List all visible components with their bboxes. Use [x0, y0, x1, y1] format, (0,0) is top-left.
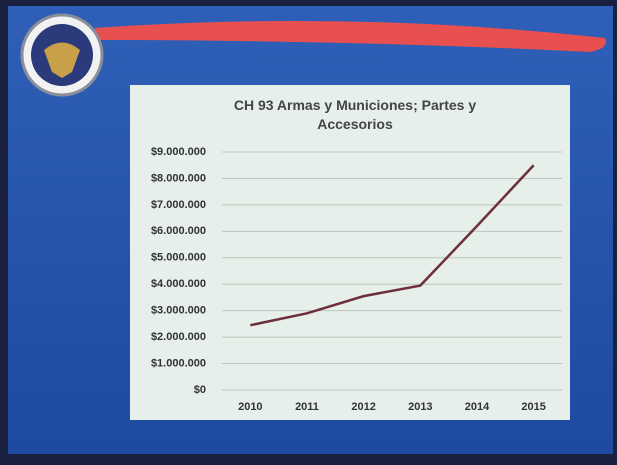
seal-eagle	[44, 42, 80, 78]
y-tick-label: $4.000.000	[151, 278, 206, 290]
x-tick-label: 2015	[521, 401, 545, 413]
data-line	[250, 164, 535, 327]
y-tick-label: $9.000.000	[151, 146, 206, 158]
y-tick-label: $8.000.000	[151, 172, 206, 184]
x-tick-label: 2013	[408, 401, 432, 413]
red-swoosh	[95, 20, 606, 52]
chart-area	[130, 85, 570, 420]
y-tick-label: $0	[194, 384, 206, 396]
y-tick-label: $1.000.000	[151, 357, 206, 369]
x-tick-label: 2010	[238, 401, 262, 413]
chart-title: CH 93 Armas y Municiones; Partes y Acces…	[233, 97, 477, 132]
x-tick-label: 2011	[295, 401, 319, 413]
x-tick-label: 2012	[351, 401, 375, 413]
y-tick-label: $3.000.000	[151, 305, 206, 317]
y-tick-label: $2.000.000	[151, 331, 206, 343]
x-tick-label: 2014	[465, 401, 490, 413]
y-tick-label: $6.000.000	[151, 225, 206, 237]
y-tick-label: $5.000.000	[151, 252, 206, 264]
y-tick-label: $7.000.000	[151, 199, 206, 211]
